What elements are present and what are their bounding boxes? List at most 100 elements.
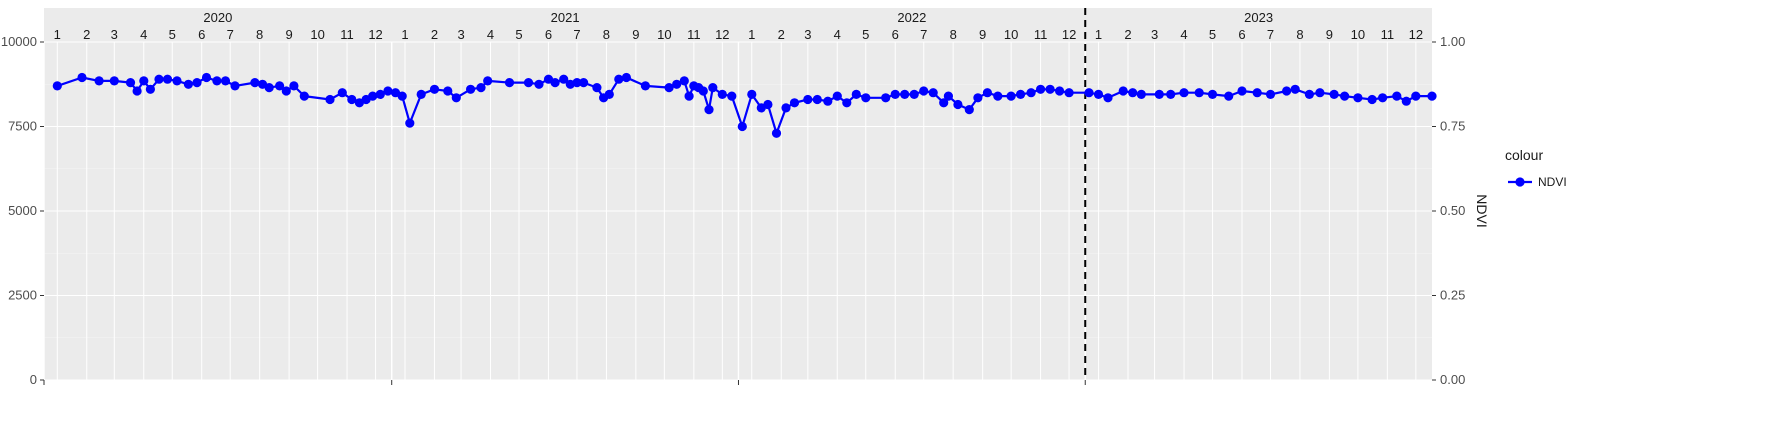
data-point xyxy=(842,98,852,108)
data-point xyxy=(939,98,949,108)
year-label: 2021 xyxy=(551,10,580,25)
y-tick-label-right: 1.00 xyxy=(1440,34,1465,49)
data-point xyxy=(416,89,426,99)
month-label: 5 xyxy=(1209,27,1216,42)
data-point xyxy=(1353,93,1363,103)
data-point xyxy=(451,93,461,103)
month-label: 7 xyxy=(573,27,580,42)
data-point xyxy=(1392,91,1402,101)
month-label: 11 xyxy=(1034,27,1048,42)
month-label: 3 xyxy=(457,27,464,42)
month-label: 11 xyxy=(1381,27,1395,42)
data-point xyxy=(943,91,954,101)
data-point xyxy=(299,91,309,101)
x-axis-bottom xyxy=(43,380,1086,385)
data-point xyxy=(534,79,544,89)
data-point xyxy=(727,91,737,101)
month-label: 3 xyxy=(1151,27,1158,42)
data-point xyxy=(145,84,155,94)
month-label: 5 xyxy=(862,27,869,42)
month-label: 8 xyxy=(1296,27,1303,42)
data-point xyxy=(708,83,718,93)
data-point xyxy=(397,91,407,101)
data-point xyxy=(953,99,963,110)
month-label: 6 xyxy=(1238,27,1245,42)
data-point xyxy=(781,103,791,113)
month-label: 10 xyxy=(310,27,324,42)
data-point xyxy=(664,83,674,93)
data-point xyxy=(162,74,173,84)
month-label: 5 xyxy=(515,27,522,42)
month-label: 8 xyxy=(950,27,957,42)
legend-label: NDVI xyxy=(1538,175,1567,189)
data-point xyxy=(803,94,813,105)
data-point xyxy=(621,72,632,83)
data-point xyxy=(466,84,476,94)
data-point xyxy=(763,99,773,110)
data-point xyxy=(250,78,260,88)
month-label: 12 xyxy=(1409,27,1423,42)
year-label: 2022 xyxy=(897,10,926,25)
y-axis-right-title: NDVI xyxy=(1474,194,1490,227)
month-label: 8 xyxy=(256,27,263,42)
data-point xyxy=(1154,89,1164,99)
month-label: 12 xyxy=(715,27,729,42)
legend: colour NDVI xyxy=(1505,147,1567,189)
month-label: 8 xyxy=(603,27,610,42)
data-point xyxy=(1016,89,1026,99)
data-point xyxy=(1224,91,1234,101)
data-point xyxy=(1427,91,1437,101)
data-point xyxy=(890,89,900,99)
data-point xyxy=(771,128,782,138)
data-point xyxy=(1055,86,1065,96)
month-label: 5 xyxy=(169,27,176,42)
month-label: 2 xyxy=(1124,27,1131,42)
data-point xyxy=(672,79,682,89)
data-point xyxy=(1103,93,1113,103)
data-point xyxy=(698,86,708,96)
data-point xyxy=(1136,89,1146,99)
legend-key-dot xyxy=(1515,177,1525,187)
data-point xyxy=(1367,94,1377,105)
data-point xyxy=(1265,89,1276,99)
data-point xyxy=(1378,93,1388,103)
data-point xyxy=(172,76,182,86)
month-label: 4 xyxy=(834,27,841,42)
data-point xyxy=(1340,91,1350,101)
month-label: 2 xyxy=(83,27,90,42)
month-label: 1 xyxy=(748,27,755,42)
data-point xyxy=(928,88,938,98)
data-point xyxy=(747,89,757,99)
month-label: 3 xyxy=(804,27,811,42)
data-point xyxy=(900,89,910,99)
data-point xyxy=(264,83,274,93)
month-label: 9 xyxy=(1326,27,1333,42)
month-label: 10 xyxy=(1351,27,1365,42)
data-point xyxy=(964,105,974,115)
data-point xyxy=(789,98,800,108)
data-point xyxy=(1036,84,1046,94)
data-point xyxy=(1045,84,1055,94)
data-point xyxy=(737,121,747,132)
month-label: 9 xyxy=(285,27,292,42)
month-label: 9 xyxy=(979,27,986,42)
y-tick-label-left: 5000 xyxy=(8,203,37,218)
data-point xyxy=(154,74,164,84)
data-point xyxy=(275,81,285,91)
data-point xyxy=(1064,88,1074,98)
month-label: 1 xyxy=(1095,27,1102,42)
y-tick-label-left: 10000 xyxy=(1,34,37,49)
data-point xyxy=(559,74,569,84)
data-point xyxy=(614,74,624,84)
data-point xyxy=(77,72,87,83)
month-label: 7 xyxy=(227,27,234,42)
month-label: 10 xyxy=(1004,27,1018,42)
data-point xyxy=(109,76,119,86)
legend-title: colour xyxy=(1505,147,1543,163)
data-point xyxy=(405,118,415,128)
series-layer xyxy=(52,72,1437,138)
month-label: 4 xyxy=(487,27,494,42)
data-point xyxy=(1006,91,1016,101)
